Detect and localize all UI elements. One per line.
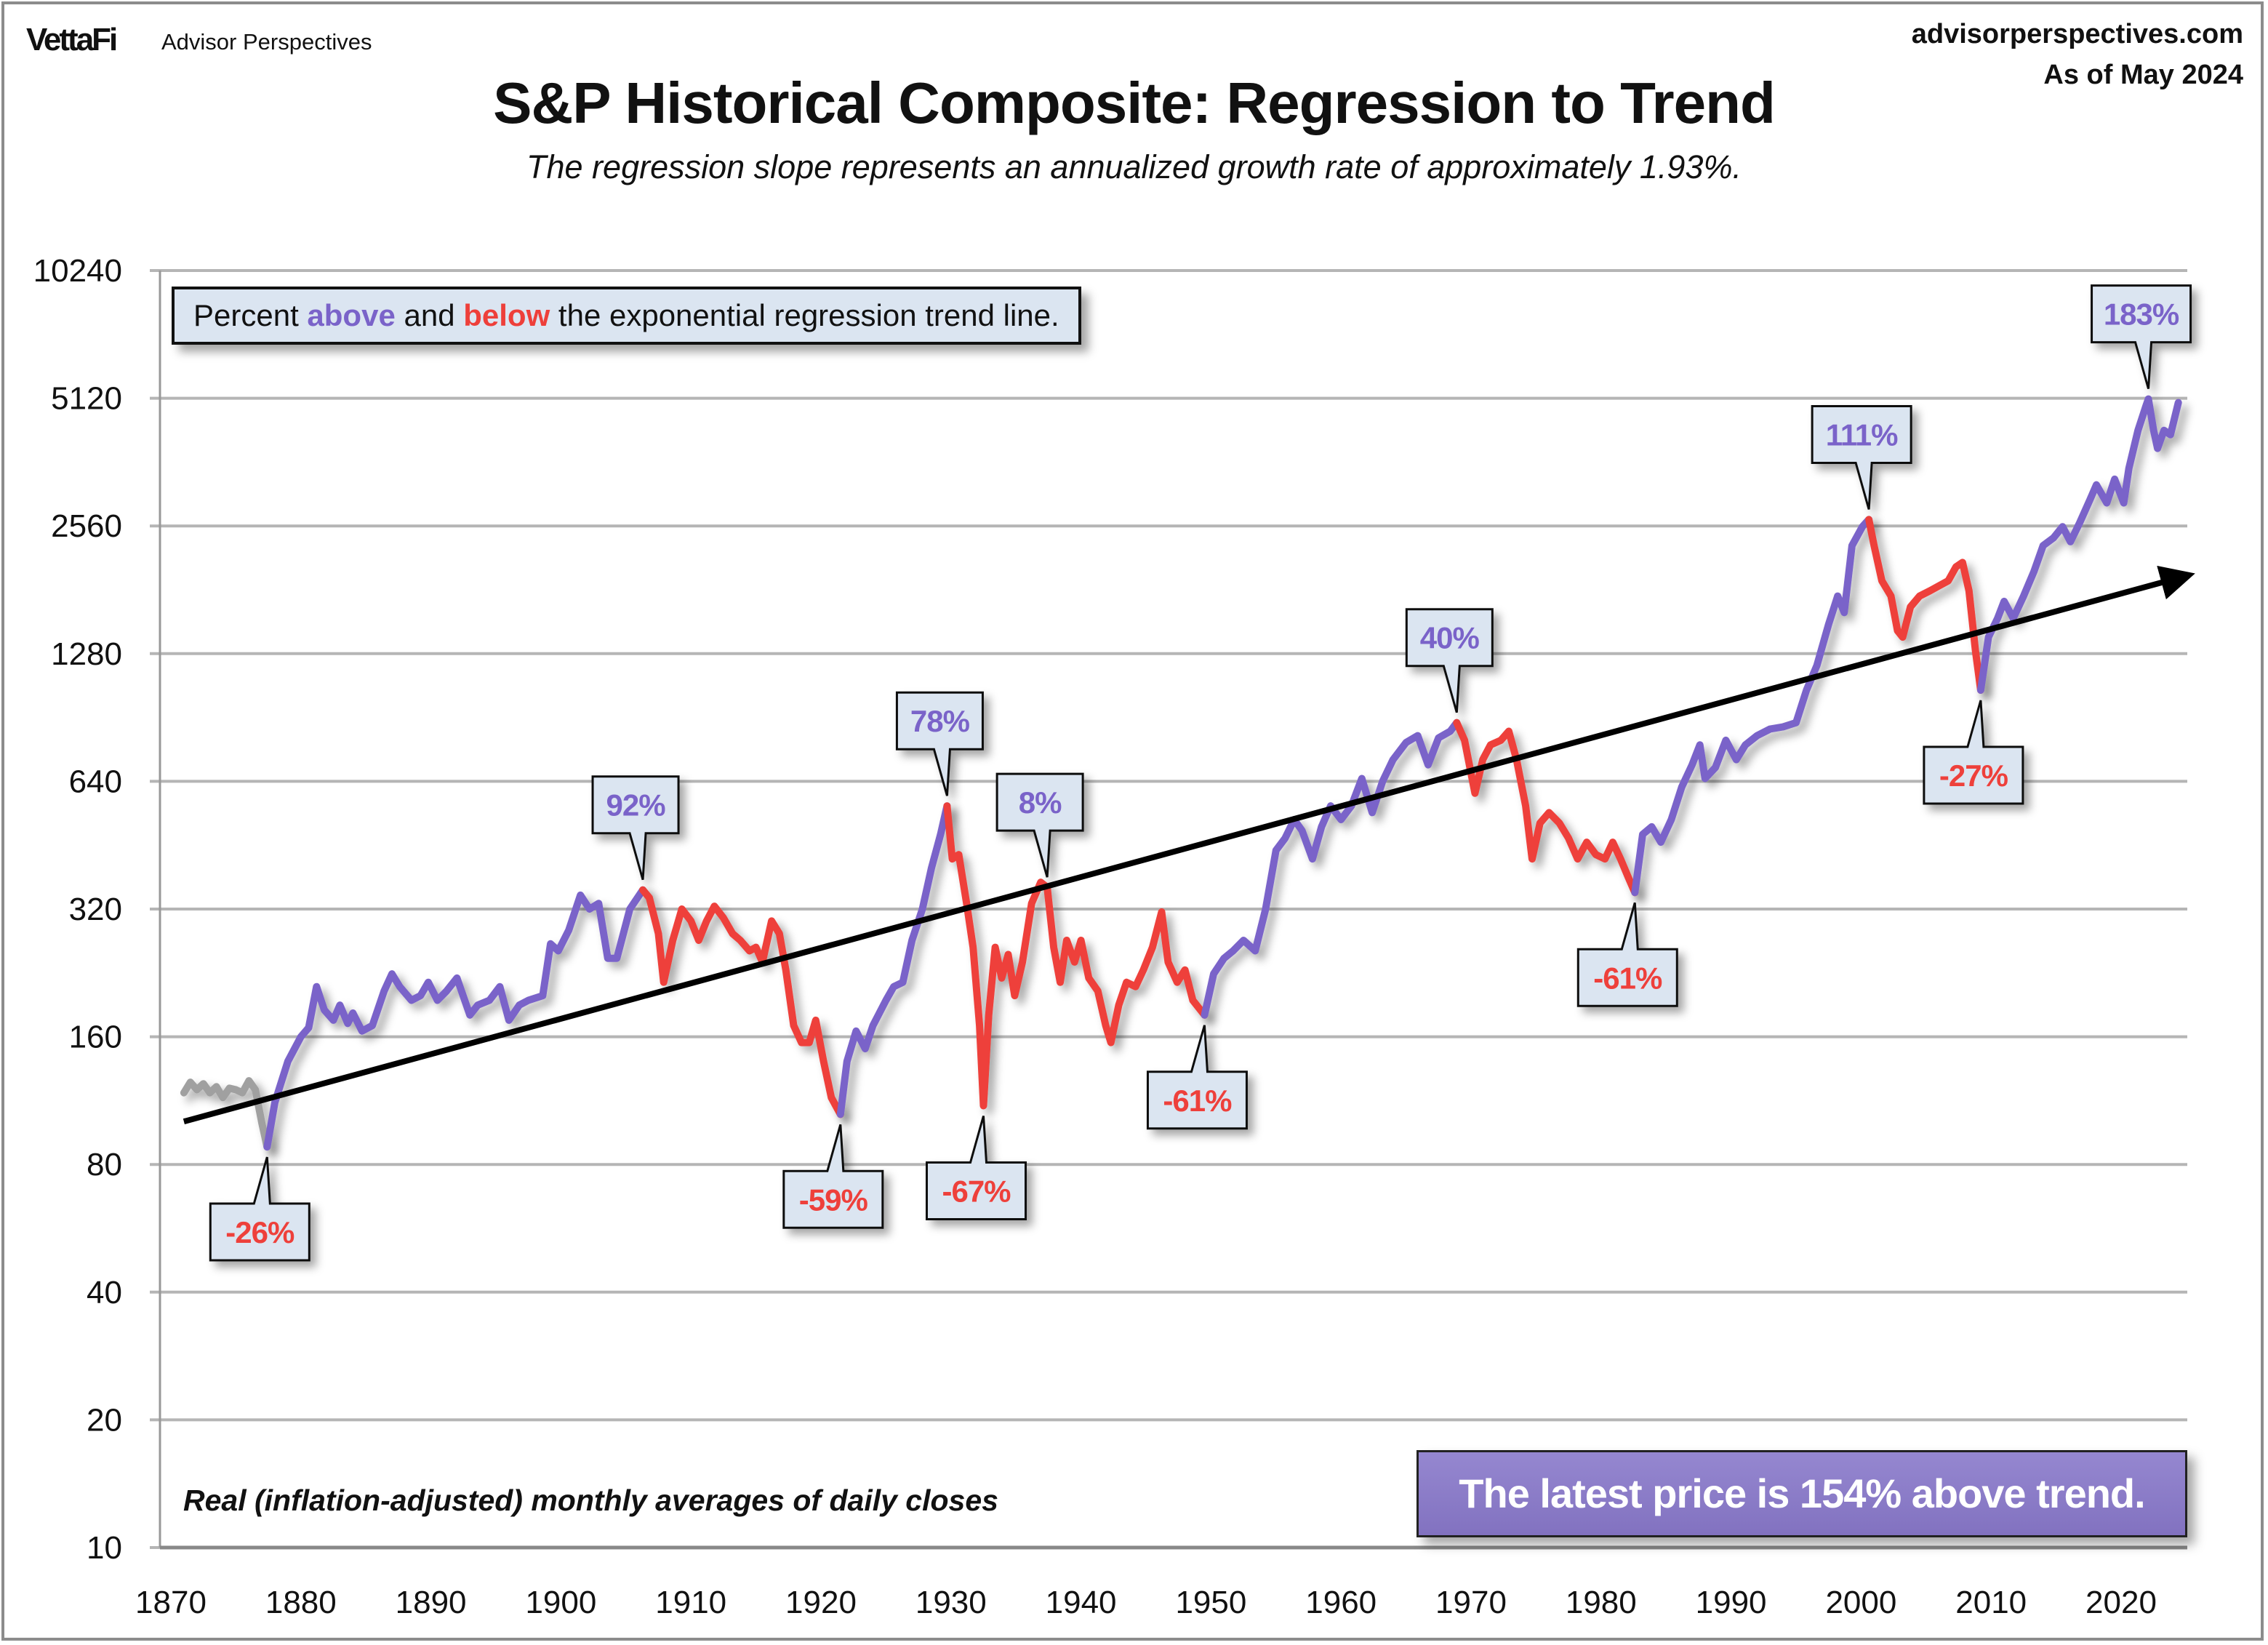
- legend-below: below: [463, 298, 550, 332]
- x-tick-label: 1960: [1305, 1585, 1377, 1620]
- callout-label: 92%: [606, 788, 666, 822]
- callout-label: -27%: [1939, 759, 2008, 793]
- callout: -67%: [926, 1116, 1027, 1221]
- x-tick-label: 1910: [655, 1585, 726, 1620]
- y-tick-label: 640: [69, 764, 122, 799]
- callout-box: [995, 772, 1084, 878]
- callout: 92%: [591, 775, 680, 881]
- callout-box: [2091, 284, 2192, 389]
- y-tick-label: 10240: [33, 253, 122, 289]
- callout: -61%: [1576, 902, 1678, 1007]
- callout: -26%: [209, 1156, 310, 1262]
- legend-middle: and: [395, 298, 464, 332]
- callout-box: [209, 1156, 310, 1262]
- callout-box: [782, 1124, 884, 1229]
- x-tick-label: 2000: [1825, 1585, 1896, 1620]
- callout-label: -61%: [1163, 1084, 1232, 1118]
- series-line-above: [263, 886, 646, 1151]
- callout-box: [1576, 902, 1678, 1007]
- legend-prefix: Percent: [193, 298, 308, 332]
- legend-suffix: the exponential regression trend line.: [550, 298, 1059, 332]
- callout-label: -61%: [1593, 961, 1662, 995]
- callout-label: -67%: [942, 1174, 1011, 1209]
- y-tick-label: 160: [69, 1020, 122, 1055]
- callout: 78%: [895, 691, 984, 796]
- x-tick-label: 1970: [1435, 1585, 1507, 1620]
- series-line-above: [1201, 719, 1461, 1019]
- series-line-early: [180, 1077, 271, 1151]
- x-tick-label: 2020: [2085, 1585, 2157, 1620]
- callout: 183%: [2091, 284, 2192, 389]
- callout: -61%: [1146, 1025, 1248, 1130]
- x-tick-label: 1940: [1046, 1585, 1117, 1620]
- callout-box: [926, 1116, 1027, 1221]
- series-line-below: [943, 802, 1209, 1110]
- footnote: Real (inflation-adjusted) monthly averag…: [183, 1484, 998, 1517]
- callout-box: [591, 775, 680, 881]
- y-tick-label: 1280: [51, 636, 122, 672]
- callout: -27%: [1923, 700, 2024, 805]
- callout: 8%: [995, 772, 1084, 878]
- x-tick-label: 1890: [396, 1585, 467, 1620]
- chart-title: S&P Historical Composite: Regression to …: [493, 71, 1776, 135]
- as-of-date: As of May 2024: [2043, 60, 2243, 90]
- callout: 40%: [1405, 608, 1494, 713]
- callout-label: -26%: [225, 1215, 294, 1249]
- legend-above: above: [307, 298, 396, 332]
- y-tick-label: 40: [87, 1275, 122, 1310]
- callout-box: [895, 691, 984, 796]
- x-tick-label: 1950: [1175, 1585, 1246, 1620]
- x-tick-label: 1930: [915, 1585, 987, 1620]
- x-tick-label: 1870: [135, 1585, 207, 1620]
- x-tick-label: 1880: [265, 1585, 337, 1620]
- y-tick-label: 20: [87, 1402, 122, 1438]
- callout-label: 111%: [1826, 417, 1898, 452]
- brand-name: Advisor Perspectives: [161, 29, 372, 55]
- callout: -59%: [782, 1124, 884, 1229]
- callout-label: 8%: [1019, 785, 1062, 820]
- y-tick-label: 5120: [51, 381, 122, 417]
- series-line-above: [1631, 516, 1873, 897]
- series-line-above: [836, 802, 951, 1118]
- callout-box: [1811, 404, 1912, 510]
- legend-box: Percent above and below the exponential …: [172, 287, 1081, 345]
- series-line-below: [1453, 719, 1639, 897]
- x-tick-label: 1990: [1696, 1585, 1767, 1620]
- y-tick-label: 2560: [51, 508, 122, 544]
- y-tick-label: 10: [87, 1530, 122, 1566]
- x-tick-label: 1980: [1566, 1585, 1637, 1620]
- callout-label: 78%: [910, 704, 970, 738]
- callout-label: 40%: [1420, 621, 1480, 655]
- callout-box: [1923, 700, 2024, 805]
- latest-price-note: The latest price is 154% above trend.: [1417, 1450, 2187, 1537]
- callout: 111%: [1811, 404, 1912, 510]
- callout-box: [1405, 608, 1494, 713]
- series-line-below: [1865, 516, 1984, 694]
- series-line-above: [1976, 395, 2182, 694]
- trend-line: [183, 565, 2195, 1125]
- vettafi-logo: VettaFi: [26, 22, 118, 57]
- y-tick-label: 320: [69, 892, 122, 927]
- x-tick-label: 2010: [1955, 1585, 2027, 1620]
- callout-label: -59%: [799, 1182, 868, 1217]
- x-tick-label: 1900: [525, 1585, 596, 1620]
- callout-box: [1146, 1025, 1248, 1130]
- series-line-below: [639, 886, 844, 1118]
- site-url: advisorperspectives.com: [1911, 19, 2243, 49]
- chart-subtitle: The regression slope represents an annua…: [526, 148, 1742, 185]
- callout-label: 183%: [2104, 297, 2179, 332]
- x-tick-label: 1920: [785, 1585, 857, 1620]
- y-tick-label: 80: [87, 1147, 122, 1182]
